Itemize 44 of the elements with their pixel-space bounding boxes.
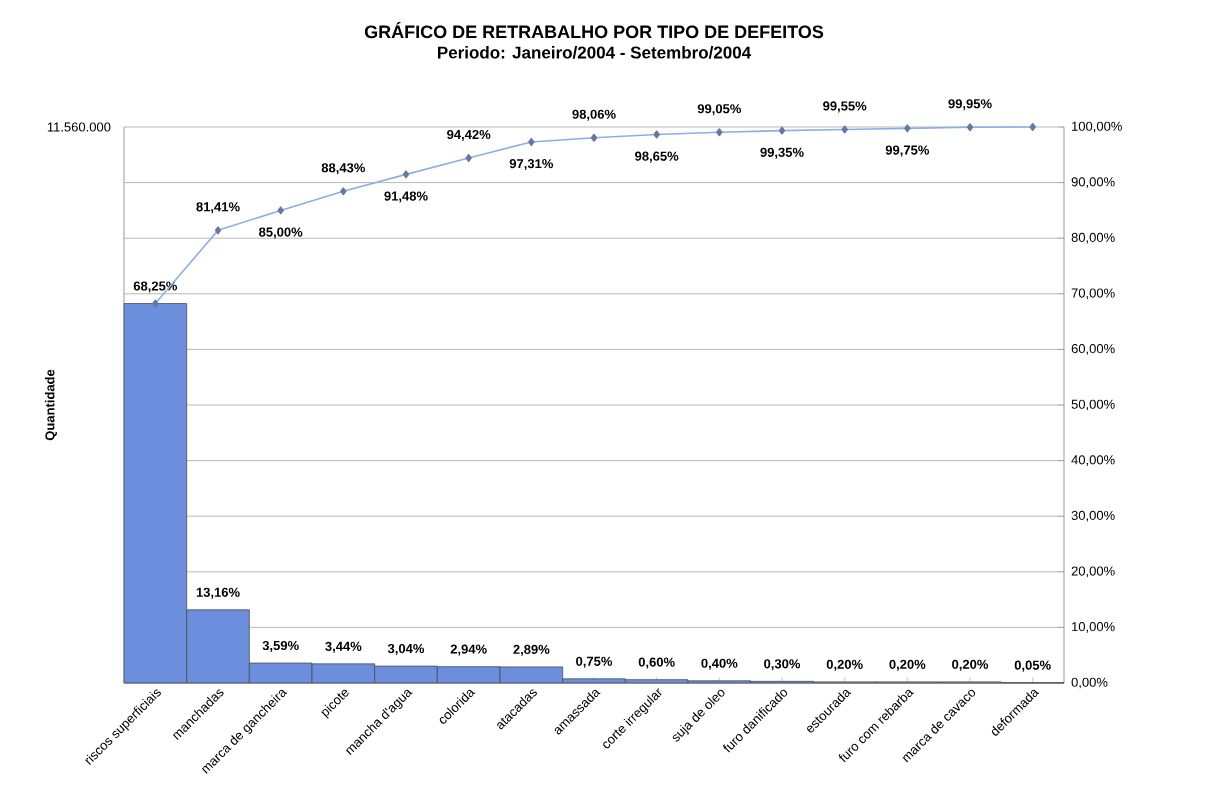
- y-tick-label: 40,00%: [1071, 455, 1115, 466]
- data-label: 68,25%: [133, 281, 178, 293]
- data-label: 99,95%: [948, 99, 992, 111]
- y-tick-label: 90,00%: [1071, 177, 1115, 188]
- y-axis-title: Quantidade: [44, 369, 57, 441]
- data-label: 0,05%: [1014, 660, 1051, 672]
- data-label: 2,89%: [513, 644, 550, 656]
- y-tick-label: 100,00%: [1072, 121, 1122, 133]
- data-label: 99,75%: [885, 145, 930, 157]
- data-label: 98,65%: [635, 151, 679, 163]
- data-label: 91,48%: [384, 191, 428, 203]
- chart-subtitle: Periodo: Janeiro/2004 - Setembro/2004: [437, 46, 752, 59]
- y-tick-label: 70,00%: [1071, 288, 1115, 300]
- data-label: 99,55%: [823, 101, 867, 113]
- y-tick-label: 80,00%: [1071, 232, 1115, 244]
- data-label: 81,41%: [196, 202, 240, 214]
- data-label: 94,42%: [447, 129, 491, 141]
- y-tick-label: 60,00%: [1071, 344, 1115, 355]
- data-label: 3,04%: [387, 643, 425, 656]
- data-label: 99,35%: [760, 147, 804, 159]
- data-label: 0,20%: [889, 659, 926, 671]
- data-label: 88,43%: [321, 163, 366, 175]
- data-label: 0,20%: [826, 659, 863, 671]
- data-label: 99,05%: [697, 104, 742, 116]
- data-label: 3,44%: [325, 641, 362, 653]
- y-tick-label: 10,00%: [1072, 622, 1115, 633]
- y-tick-label: 20,00%: [1071, 566, 1115, 578]
- data-label: 0,30%: [764, 659, 801, 671]
- data-label: 98,06%: [572, 109, 616, 121]
- x-tick-label: suja de oleo: [672, 689, 725, 742]
- data-label: 2,94%: [450, 644, 487, 656]
- data-label: 13,16%: [196, 587, 240, 599]
- data-label: 0,20%: [952, 659, 989, 671]
- data-label: 0,60%: [638, 657, 675, 669]
- data-label: 85,00%: [259, 227, 303, 239]
- text: 11.560.000: [47, 122, 111, 132]
- data-label: 97,31%: [509, 159, 554, 171]
- data-label: 0,40%: [701, 658, 738, 670]
- data-label: 0,75%: [576, 656, 613, 668]
- y-tick-label: 50,00%: [1071, 399, 1115, 411]
- y-tick-label: 0,00%: [1071, 677, 1108, 689]
- data-label: 3,59%: [262, 640, 299, 652]
- chart-title: GRÁFICO DE RETRABALHO POR TIPO DE DEFEITOS: [364, 22, 824, 39]
- y-tick-label: 30,00%: [1071, 510, 1115, 522]
